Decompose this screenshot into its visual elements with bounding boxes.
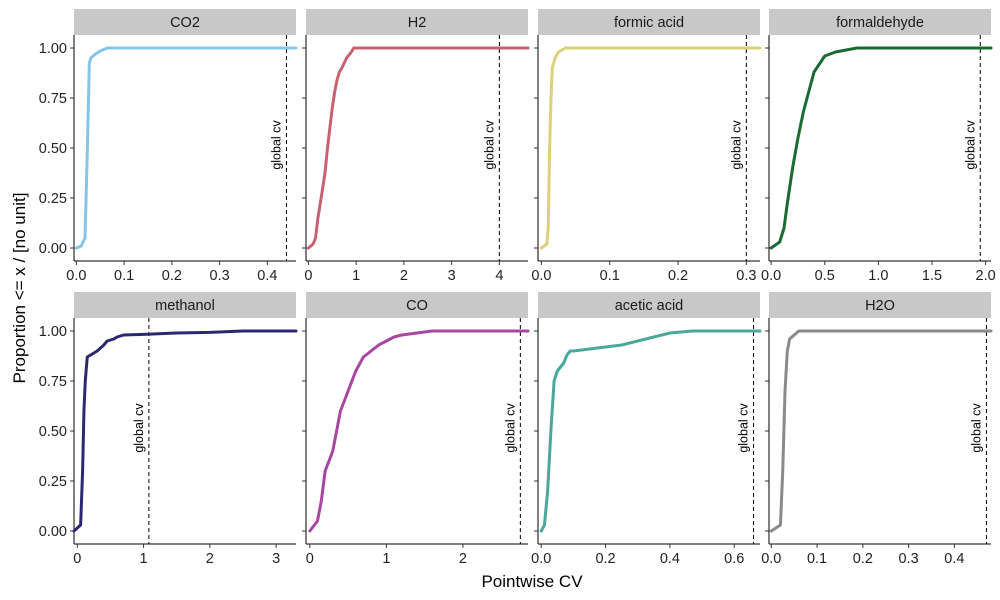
x-tick-label: 0.6 (724, 551, 744, 567)
panel-strip (769, 292, 991, 318)
x-tick-label: 0.3 (736, 268, 756, 284)
x-tick-label: 0.2 (668, 268, 688, 284)
panel: H2 0 1 2 3 4 global cv (302, 9, 530, 284)
x-tick-label: 0.2 (595, 551, 615, 567)
x-tick-label: 2 (400, 268, 408, 284)
x-tick-label: 0.4 (257, 268, 277, 284)
panel-title: H2O (865, 298, 895, 314)
ecdf-curve (306, 46, 530, 250)
global-cv-annotation: global cv (503, 403, 517, 453)
panel: acetic acid 0.0 0.2 0.4 0.6 global cv (531, 292, 762, 567)
x-tick-label: 0.3 (899, 551, 919, 567)
global-cv-annotation: global cv (269, 120, 283, 170)
x-tick-label: 0 (73, 551, 81, 567)
x-tick-label: 4 (495, 268, 503, 284)
x-tick-label: 2.0 (976, 268, 996, 284)
x-tick-label: 0.0 (761, 268, 781, 284)
y-tick-label: 0.00 (39, 524, 67, 540)
y-tick-label: 1.00 (39, 41, 67, 57)
panel-strip (306, 292, 528, 318)
x-tick-label: 1.5 (922, 268, 942, 284)
ecdf-curve (74, 46, 298, 250)
x-tick-label: 0.3 (210, 268, 230, 284)
global-cv-annotation: global cv (969, 403, 983, 453)
panel-title: acetic acid (615, 298, 684, 314)
ecdf-curve (769, 46, 993, 250)
global-cv-annotation: global cv (963, 120, 977, 170)
panel-title: formic acid (614, 15, 684, 31)
x-tick-label: 0.2 (853, 551, 873, 567)
panel: formaldehyde 0.0 0.5 1.0 1.5 2.0 global cv (761, 9, 996, 284)
y-tick-label: 0.25 (39, 474, 67, 490)
y-tick-label: 0.50 (39, 424, 67, 440)
y-tick-label: 0.75 (39, 91, 67, 107)
panel: formic acid 0.0 0.1 0.2 0.3 global cv (531, 9, 762, 284)
panel-title: CO2 (170, 15, 200, 31)
x-tick-label: 1 (352, 268, 360, 284)
panel-strip (538, 292, 760, 318)
global-cv-annotation: global cv (132, 403, 146, 453)
ecdf-curve (539, 329, 762, 533)
x-tick-label: 0.0 (531, 551, 551, 567)
panel: CO2 0.00 0.25 0.50 0.75 1.00 0.0 0.1 0.2 0.3 0.4 gl… (39, 9, 298, 284)
x-tick-label: 3 (272, 551, 280, 567)
ecdf-curve (769, 329, 993, 533)
y-tick-label: 1.00 (39, 324, 67, 340)
x-tick-label: 0.0 (761, 551, 781, 567)
x-tick-label: 0.4 (944, 551, 964, 567)
panel-title: H2 (408, 15, 427, 31)
x-tick-label: 3 (448, 268, 456, 284)
panel-strip (74, 9, 296, 35)
panel-strip (538, 9, 760, 35)
panel-title: formaldehyde (836, 15, 924, 31)
x-tick-label: 0.4 (660, 551, 680, 567)
panel-strip (769, 9, 991, 35)
panel: H2O 0.0 0.1 0.2 0.3 0.4 global cv (761, 292, 993, 567)
x-tick-label: 0.2 (162, 268, 182, 284)
panel-title: methanol (155, 298, 215, 314)
x-tick-label: 0.0 (531, 268, 551, 284)
ecdf-curve (72, 329, 298, 533)
global-cv-annotation: global cv (482, 120, 496, 170)
y-axis-title: Proportion <= x / [no unit] (10, 193, 29, 384)
x-tick-label: 1 (382, 551, 390, 567)
global-cv-annotation: global cv (729, 120, 743, 170)
panel: CO 0 1 2 global cv (302, 292, 530, 567)
y-tick-label: 0.00 (39, 241, 67, 257)
x-tick-label: 0 (306, 551, 314, 567)
x-tick-label: 2 (206, 551, 214, 567)
y-tick-label: 0.75 (39, 374, 67, 390)
x-axis-title: Pointwise CV (481, 572, 583, 591)
x-tick-label: 0.1 (807, 551, 827, 567)
panel-strip (74, 292, 296, 318)
x-tick-label: 0 (304, 268, 312, 284)
x-tick-label: 2 (459, 551, 467, 567)
x-tick-label: 0.0 (66, 268, 86, 284)
y-tick-label: 0.25 (39, 191, 67, 207)
x-tick-label: 0.1 (114, 268, 134, 284)
y-tick-label: 0.50 (39, 141, 67, 157)
x-tick-label: 0.1 (600, 268, 620, 284)
ecdf-curve (539, 46, 762, 250)
global-cv-annotation: global cv (737, 403, 751, 453)
x-tick-label: 1 (140, 551, 148, 567)
ecdf-curve (308, 329, 530, 533)
x-tick-label: 1.0 (868, 268, 888, 284)
panel-strip (306, 9, 528, 35)
panel-title: CO (406, 298, 428, 314)
x-tick-label: 0.5 (815, 268, 835, 284)
panel: methanol 0.00 0.25 0.50 0.75 1.00 0 1 2 3 global c… (39, 292, 298, 567)
